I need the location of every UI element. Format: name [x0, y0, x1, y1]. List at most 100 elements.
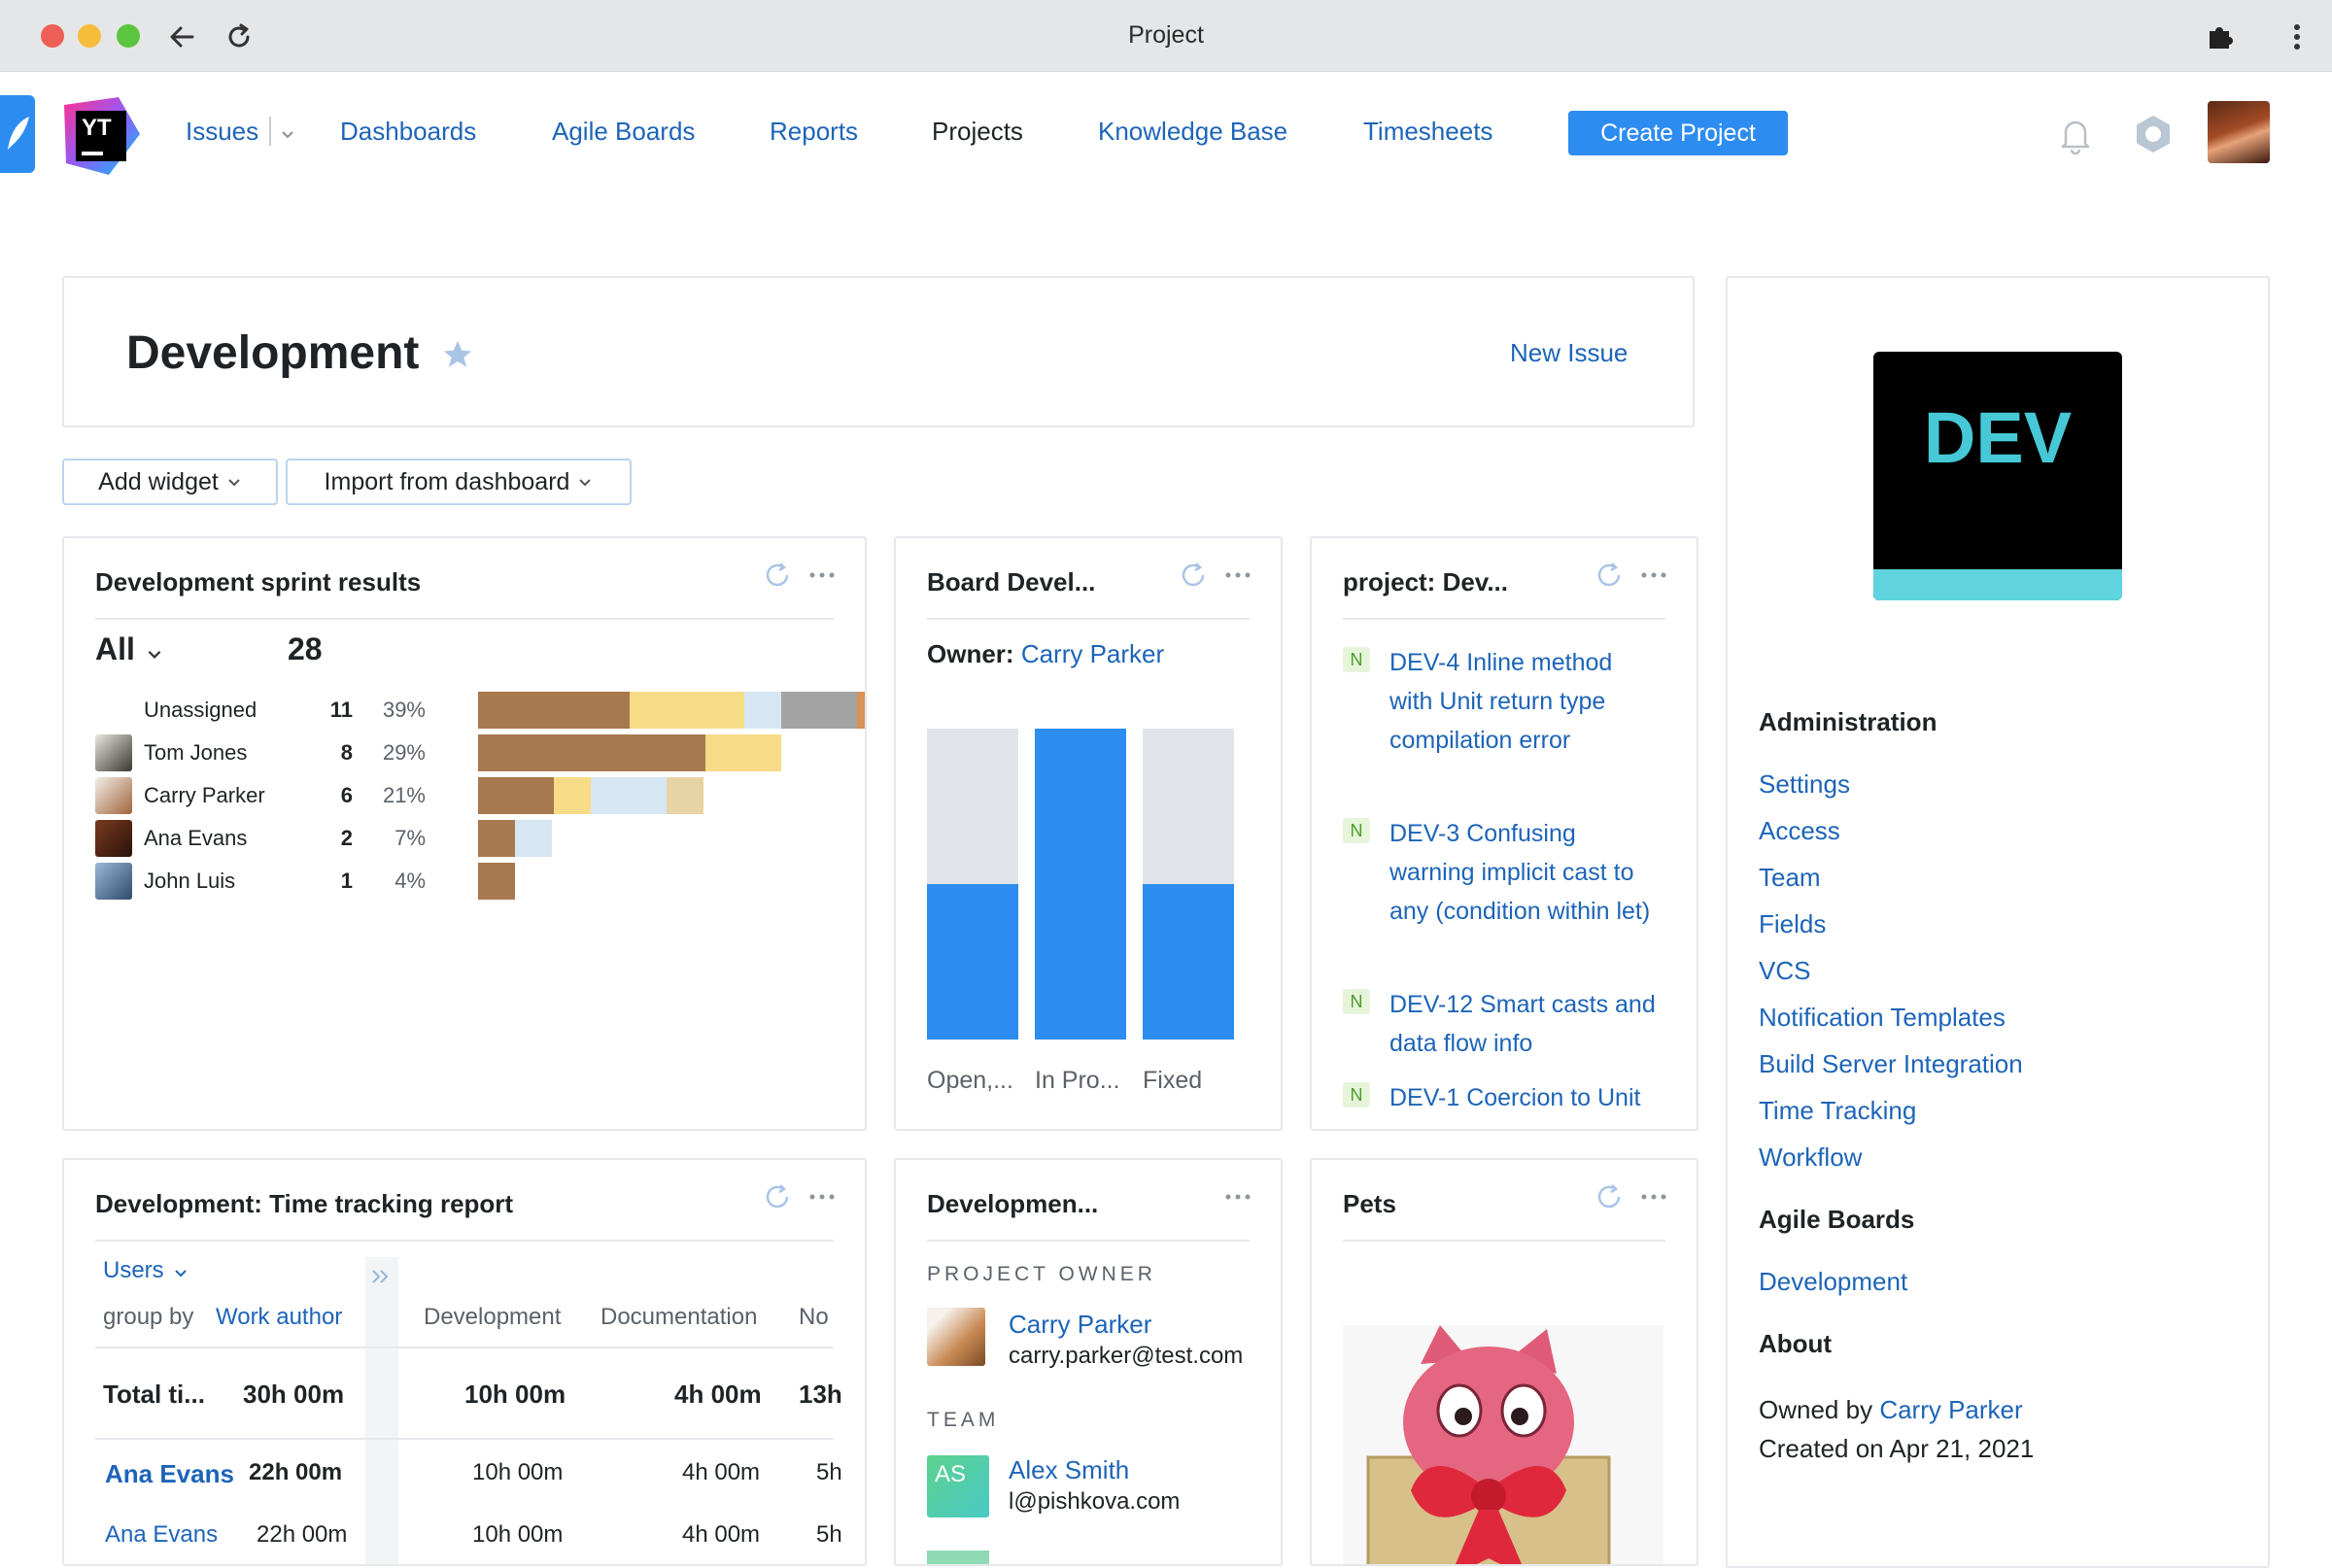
- owner-email: carry.parker@test.com: [1009, 1343, 1244, 1369]
- sidebar-item-build-server-integration[interactable]: Build Server Integration: [1759, 1049, 2023, 1078]
- extensions-icon[interactable]: [2200, 17, 2239, 56]
- collapse-strip: [365, 1257, 398, 1564]
- more-options-icon[interactable]: [1222, 1181, 1253, 1212]
- minimize-window-button[interactable]: [78, 24, 101, 48]
- more-options-icon[interactable]: [1638, 560, 1669, 591]
- column-remaining-bar: [1143, 729, 1234, 884]
- sidebar-item-vcs[interactable]: VCS: [1759, 956, 1811, 985]
- issue-summary[interactable]: DEV-3 Confusing warning implicit cast to…: [1389, 820, 1651, 925]
- create-project-button[interactable]: Create Project: [1568, 111, 1788, 155]
- sprint-bar: [478, 734, 781, 771]
- reload-icon[interactable]: [220, 17, 258, 56]
- total-no: 13h: [799, 1380, 842, 1409]
- nav-dashboards[interactable]: Dashboards: [340, 117, 477, 146]
- total-label: Total ti...: [103, 1380, 205, 1409]
- sidebar-item-access[interactable]: Access: [1759, 816, 1840, 845]
- refresh-icon[interactable]: [1594, 1181, 1625, 1212]
- close-window-button[interactable]: [41, 24, 64, 48]
- feather-icon[interactable]: [0, 95, 35, 173]
- star-icon[interactable]: [441, 338, 474, 371]
- board-column-chart: [927, 729, 1234, 1040]
- chevron-down-icon[interactable]: [146, 645, 163, 663]
- project-logo: DEV: [1873, 352, 2122, 600]
- nav-timesheets[interactable]: Timesheets: [1363, 117, 1493, 146]
- issue-summary[interactable]: DEV-12 Smart casts and data flow info: [1389, 991, 1656, 1057]
- more-menu-icon[interactable]: [2278, 17, 2316, 56]
- work-author-select[interactable]: Work author: [216, 1304, 343, 1330]
- assignee-percent: 29%: [382, 740, 426, 765]
- more-options-icon[interactable]: [806, 560, 838, 591]
- refresh-icon[interactable]: [762, 560, 793, 591]
- help-icon[interactable]: [2132, 113, 2175, 155]
- row-no: 5h: [816, 1459, 842, 1485]
- user-link[interactable]: Ana Evans: [105, 1521, 219, 1548]
- new-issue-link[interactable]: New Issue: [1510, 338, 1629, 367]
- row-development: 10h 00m: [472, 1521, 564, 1548]
- more-options-icon[interactable]: [1638, 1181, 1669, 1212]
- nav-projects[interactable]: Projects: [932, 117, 1023, 146]
- issue-summary[interactable]: DEV-1 Coercion to Unit: [1389, 1084, 1641, 1111]
- row-no: 5h: [816, 1521, 842, 1548]
- sprint-bar: [478, 692, 865, 729]
- nav-reports[interactable]: Reports: [770, 117, 859, 146]
- project-header: Development New Issue: [62, 276, 1695, 427]
- sprint-bar: [478, 863, 515, 900]
- total-development: 10h 00m: [464, 1380, 566, 1409]
- sidebar-item-development-board[interactable]: Development: [1759, 1267, 1908, 1296]
- user-avatar[interactable]: [2208, 101, 2270, 163]
- maximize-window-button[interactable]: [117, 24, 140, 48]
- assignee-percent: 4%: [394, 869, 426, 893]
- issue-summary[interactable]: DEV-4 Inline method with Unit return typ…: [1389, 649, 1613, 754]
- sidebar-item-workflow[interactable]: Workflow: [1759, 1142, 1863, 1172]
- chevron-down-icon[interactable]: [173, 1265, 189, 1280]
- refresh-icon[interactable]: [762, 1181, 793, 1212]
- refresh-icon[interactable]: [1178, 560, 1209, 591]
- widget-title: Pets: [1343, 1189, 1396, 1218]
- sidebar-item-fields[interactable]: Fields: [1759, 909, 1827, 938]
- refresh-icon[interactable]: [1594, 560, 1625, 591]
- widget-title: Development: Time tracking report: [95, 1189, 514, 1218]
- column-header: Development: [424, 1304, 562, 1330]
- avatar: [95, 863, 132, 900]
- column-label: Fixed: [1143, 1067, 1203, 1094]
- owner-link[interactable]: Carry Parker: [1020, 639, 1165, 668]
- owner-link[interactable]: Carry Parker: [1879, 1395, 2023, 1424]
- expand-icon[interactable]: [367, 1263, 394, 1290]
- agile-boards-heading: Agile Boards: [1759, 1205, 1915, 1234]
- sidebar-item-time-tracking[interactable]: Time Tracking: [1759, 1096, 1917, 1125]
- sprint-row: Tom Jones 8 29%: [95, 734, 865, 771]
- more-options-icon[interactable]: [1222, 560, 1253, 591]
- time-tracking-widget: Development: Time tracking report Users …: [62, 1158, 867, 1566]
- divider: [1343, 1240, 1665, 1242]
- bell-icon[interactable]: [2056, 113, 2095, 155]
- pets-widget: Pets: [1310, 1158, 1698, 1566]
- sidebar-item-team[interactable]: Team: [1759, 863, 1821, 892]
- divider: [95, 1240, 834, 1242]
- nav-agile-boards[interactable]: Agile Boards: [552, 117, 696, 146]
- more-options-icon[interactable]: [806, 1181, 838, 1212]
- back-arrow-icon[interactable]: [163, 17, 202, 56]
- nav-knowledge-base[interactable]: Knowledge Base: [1098, 117, 1288, 146]
- sidebar-item-notification-templates[interactable]: Notification Templates: [1759, 1003, 2006, 1032]
- user-link[interactable]: Ana Evans: [105, 1459, 234, 1488]
- chevron-down-icon[interactable]: [280, 126, 295, 142]
- chevron-down-icon: [228, 479, 240, 487]
- sidebar-item-settings[interactable]: Settings: [1759, 769, 1850, 799]
- import-dashboard-button[interactable]: Import from dashboard: [286, 459, 632, 505]
- add-widget-button[interactable]: Add widget: [62, 459, 278, 505]
- widget-title: Development sprint results: [95, 567, 422, 597]
- owner-link[interactable]: Carry Parker: [1009, 1310, 1152, 1339]
- window-titlebar: Project: [0, 0, 2332, 72]
- import-dashboard-label: Import from dashboard: [324, 467, 570, 495]
- column-label: Open,...: [927, 1067, 1013, 1094]
- total-sum: 30h 00m: [243, 1380, 345, 1409]
- member-link[interactable]: Alex Smith: [1009, 1455, 1130, 1484]
- nav-issues[interactable]: Issues: [186, 117, 259, 146]
- users-filter[interactable]: Users: [103, 1257, 164, 1283]
- assignee-count: 2: [340, 826, 353, 850]
- owner-label: Owner:: [927, 639, 1014, 668]
- page-title: Development: [126, 327, 420, 379]
- owned-by-label: Owned by: [1759, 1395, 1873, 1424]
- sprint-filter[interactable]: All: [95, 631, 135, 666]
- youtrack-logo[interactable]: [60, 95, 142, 177]
